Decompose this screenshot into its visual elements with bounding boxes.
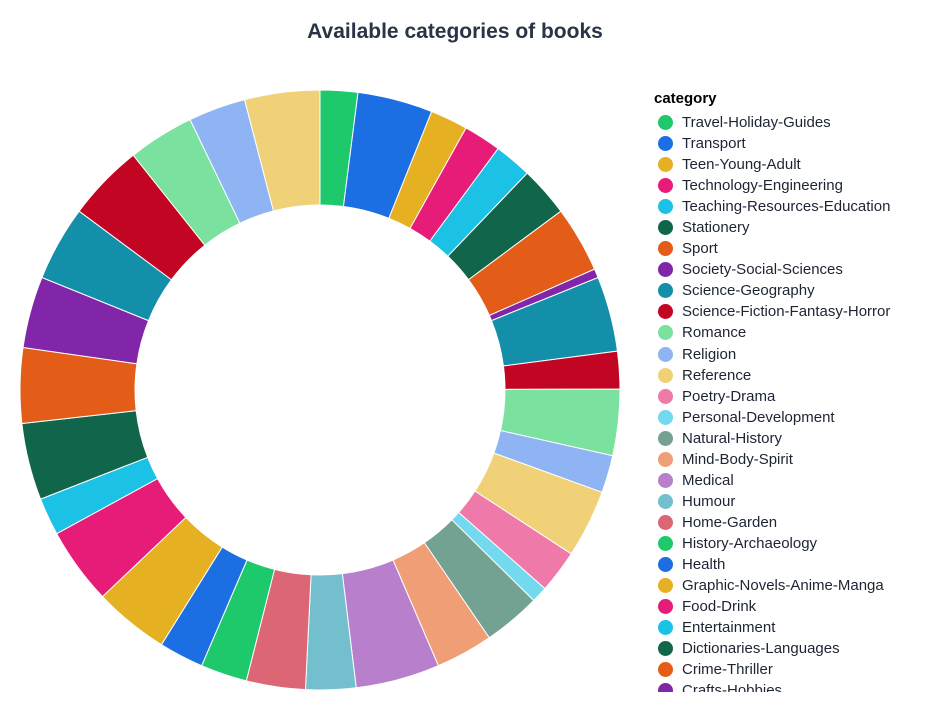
chart-title: Available categories of books (307, 20, 603, 43)
legend-label: Romance (682, 324, 747, 342)
legend-label: Mind-Body-Spirit (682, 450, 793, 468)
legend-swatch (658, 136, 673, 152)
legend-swatch (658, 304, 673, 320)
legend-label: Dictionaries-Languages (682, 640, 840, 658)
legend-item[interactable]: Crafts-Hobbies (654, 680, 926, 692)
legend-item[interactable]: Romance (654, 322, 926, 343)
legend-label: Science-Fiction-Fantasy-Horror (682, 303, 891, 321)
legend: category Travel-Holiday-Guides Transport T… (654, 88, 926, 692)
legend-item[interactable]: Crime-Thriller (654, 659, 926, 680)
legend-item[interactable]: Health (654, 554, 926, 575)
legend-label: Entertainment (682, 619, 776, 637)
legend-item[interactable]: Science-Geography (654, 280, 926, 301)
legend-label: History-Archaeology (682, 534, 818, 552)
legend-item[interactable]: Medical (654, 470, 926, 491)
legend-item[interactable]: Technology-Engineering (654, 175, 926, 196)
legend-swatch (658, 178, 673, 194)
legend-item[interactable]: Stationery (654, 217, 926, 238)
legend-label: Medical (682, 471, 734, 489)
legend-item[interactable]: Graphic-Novels-Anime-Manga (654, 575, 926, 596)
legend-label: Travel-Holiday-Guides (682, 114, 831, 132)
legend-item[interactable]: Mind-Body-Spirit (654, 449, 926, 470)
legend-swatch (658, 493, 673, 509)
legend-label: Science-Geography (682, 282, 815, 300)
legend-label: Society-Social-Sciences (682, 261, 843, 279)
legend-swatch (658, 367, 673, 383)
legend-swatch (658, 325, 673, 341)
donut-chart (19, 89, 621, 691)
legend-item[interactable]: Food-Drink (654, 596, 926, 617)
legend-label: Crime-Thriller (682, 661, 773, 679)
legend-swatch (658, 409, 673, 425)
legend-label: Natural-History (682, 429, 783, 447)
legend-swatch (658, 535, 673, 551)
legend-swatch (658, 346, 673, 362)
legend-swatch (658, 514, 673, 530)
legend-title: category (654, 90, 717, 107)
legend-label: Religion (682, 345, 737, 363)
legend-item[interactable]: Sport (654, 238, 926, 259)
legend-label: Food-Drink (682, 598, 757, 616)
legend-swatch (658, 283, 673, 299)
legend-label: Reference (682, 366, 752, 384)
legend-swatch (658, 199, 673, 215)
legend-swatch (658, 262, 673, 278)
legend-label: Personal-Development (682, 408, 835, 426)
legend-swatch (658, 241, 673, 257)
legend-swatch (658, 388, 673, 404)
legend-label: Technology-Engineering (682, 177, 843, 195)
legend-label: Poetry-Drama (682, 387, 776, 405)
legend-swatch (658, 578, 673, 594)
legend-items: Travel-Holiday-Guides Transport Teen-Young… (654, 112, 926, 692)
legend-label: Graphic-Novels-Anime-Manga (682, 577, 884, 595)
legend-label: Health (682, 556, 726, 573)
legend-swatch (658, 472, 673, 488)
legend-item[interactable]: Humour (654, 491, 926, 512)
legend-item[interactable]: Religion (654, 344, 926, 365)
legend-label: Humour (682, 492, 736, 510)
legend-item[interactable]: Natural-History (654, 428, 926, 449)
legend-label: Stationery (682, 219, 750, 237)
legend-item[interactable]: History-Archaeology (654, 533, 926, 554)
legend-item[interactable]: Travel-Holiday-Guides (654, 112, 926, 133)
legend-item[interactable]: Home-Garden (654, 512, 926, 533)
legend-swatch (658, 451, 673, 467)
legend-item[interactable]: Teen-Young-Adult (654, 154, 926, 175)
legend-item[interactable]: Science-Fiction-Fantasy-Horror (654, 301, 926, 322)
legend-item[interactable]: Personal-Development (654, 407, 926, 428)
legend-swatch (658, 599, 673, 615)
legend-swatch (658, 620, 673, 636)
legend-swatch (658, 662, 673, 678)
legend-item[interactable]: Entertainment (654, 617, 926, 638)
legend-item[interactable]: Society-Social-Sciences (654, 259, 926, 280)
legend-swatch (658, 641, 673, 657)
legend-label: Teen-Young-Adult (682, 156, 801, 174)
legend-swatch (658, 115, 673, 131)
legend-item[interactable]: Reference (654, 365, 926, 386)
legend-swatch (658, 557, 673, 572)
legend-swatch (658, 430, 673, 446)
legend-swatch (658, 683, 673, 692)
legend-item[interactable]: Transport (654, 133, 926, 154)
legend-item[interactable]: Teaching-Resources-Education (654, 196, 926, 217)
legend-swatch (658, 220, 673, 236)
legend-label: Home-Garden (682, 513, 778, 531)
legend-item[interactable]: Dictionaries-Languages (654, 638, 926, 659)
legend-label: Sport (682, 240, 718, 258)
legend-label: Crafts-Hobbies (682, 682, 783, 692)
legend-item[interactable]: Poetry-Drama (654, 386, 926, 407)
legend-label: Teaching-Resources-Education (682, 198, 891, 216)
legend-swatch (658, 157, 673, 173)
legend-label: Transport (682, 135, 746, 153)
donut-slice-32[interactable] (243, 89, 321, 212)
